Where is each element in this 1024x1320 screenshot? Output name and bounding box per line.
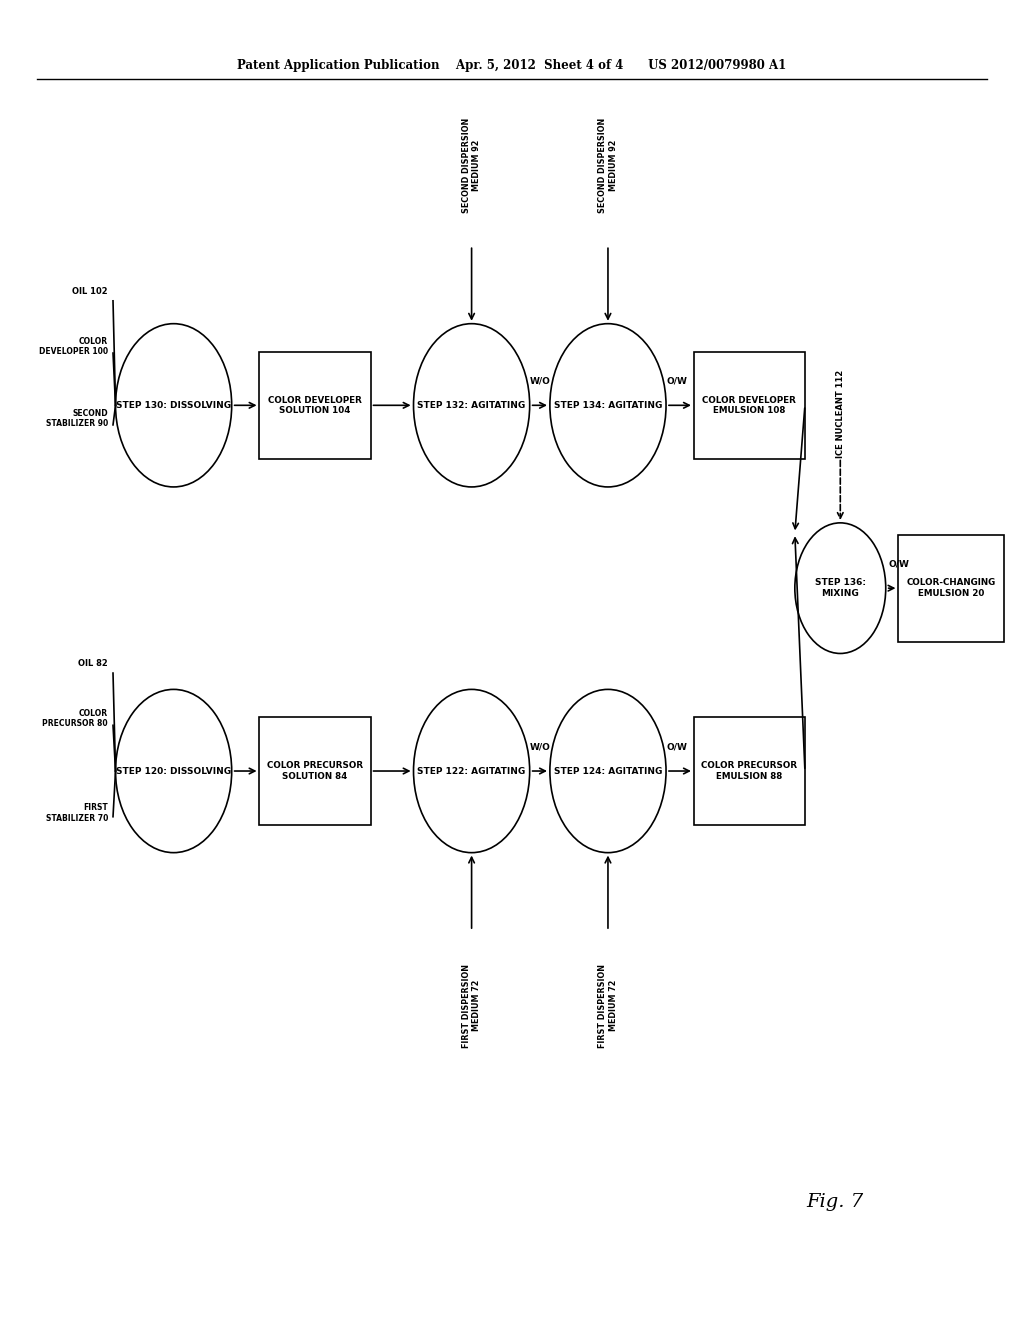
Text: SECOND
STABILIZER 90: SECOND STABILIZER 90 (46, 409, 108, 428)
Text: SECOND DISPERSION
MEDIUM 92: SECOND DISPERSION MEDIUM 92 (462, 117, 481, 213)
Text: STEP 134: AGITATING: STEP 134: AGITATING (554, 401, 663, 409)
FancyBboxPatch shape (259, 718, 371, 825)
FancyBboxPatch shape (898, 535, 1005, 642)
Text: FIRST DISPERSION
MEDIUM 72: FIRST DISPERSION MEDIUM 72 (462, 964, 481, 1048)
Text: STEP 124: AGITATING: STEP 124: AGITATING (554, 767, 663, 776)
Text: SECOND DISPERSION
MEDIUM 92: SECOND DISPERSION MEDIUM 92 (598, 117, 617, 213)
Text: COLOR
DEVELOPER 100: COLOR DEVELOPER 100 (39, 337, 108, 356)
Text: COLOR DEVELOPER
SOLUTION 104: COLOR DEVELOPER SOLUTION 104 (268, 396, 361, 414)
Text: FIRST
STABILIZER 70: FIRST STABILIZER 70 (46, 803, 108, 822)
Text: COLOR
PRECURSOR 80: COLOR PRECURSOR 80 (42, 709, 108, 729)
Text: STEP 132: AGITATING: STEP 132: AGITATING (418, 401, 525, 409)
Text: STEP 122: AGITATING: STEP 122: AGITATING (418, 767, 525, 776)
Text: STEP 120: DISSOLVING: STEP 120: DISSOLVING (116, 767, 231, 776)
Text: OIL 102: OIL 102 (73, 288, 108, 296)
Text: W/O: W/O (529, 376, 551, 385)
Text: STEP 130: DISSOLVING: STEP 130: DISSOLVING (116, 401, 231, 409)
Text: O/W: O/W (667, 376, 687, 385)
Text: COLOR PRECURSOR
SOLUTION 84: COLOR PRECURSOR SOLUTION 84 (267, 762, 364, 780)
FancyBboxPatch shape (259, 351, 371, 459)
Text: OIL 82: OIL 82 (78, 660, 108, 668)
Text: O/W: O/W (889, 560, 909, 569)
Text: COLOR PRECURSOR
EMULSION 88: COLOR PRECURSOR EMULSION 88 (701, 762, 798, 780)
Text: W/O: W/O (529, 742, 551, 751)
Text: Fig. 7: Fig. 7 (807, 1193, 864, 1210)
FancyBboxPatch shape (694, 351, 805, 459)
Text: Patent Application Publication    Apr. 5, 2012  Sheet 4 of 4      US 2012/007998: Patent Application Publication Apr. 5, 2… (238, 59, 786, 73)
Text: FIRST DISPERSION
MEDIUM 72: FIRST DISPERSION MEDIUM 72 (598, 964, 617, 1048)
Text: COLOR DEVELOPER
EMULSION 108: COLOR DEVELOPER EMULSION 108 (702, 396, 797, 414)
Text: STEP 136:
MIXING: STEP 136: MIXING (815, 578, 865, 598)
FancyBboxPatch shape (694, 718, 805, 825)
Text: O/W: O/W (667, 742, 687, 751)
Text: ICE NUCLEANT 112: ICE NUCLEANT 112 (836, 370, 845, 458)
Text: COLOR-CHANGING
EMULSION 20: COLOR-CHANGING EMULSION 20 (907, 578, 996, 598)
